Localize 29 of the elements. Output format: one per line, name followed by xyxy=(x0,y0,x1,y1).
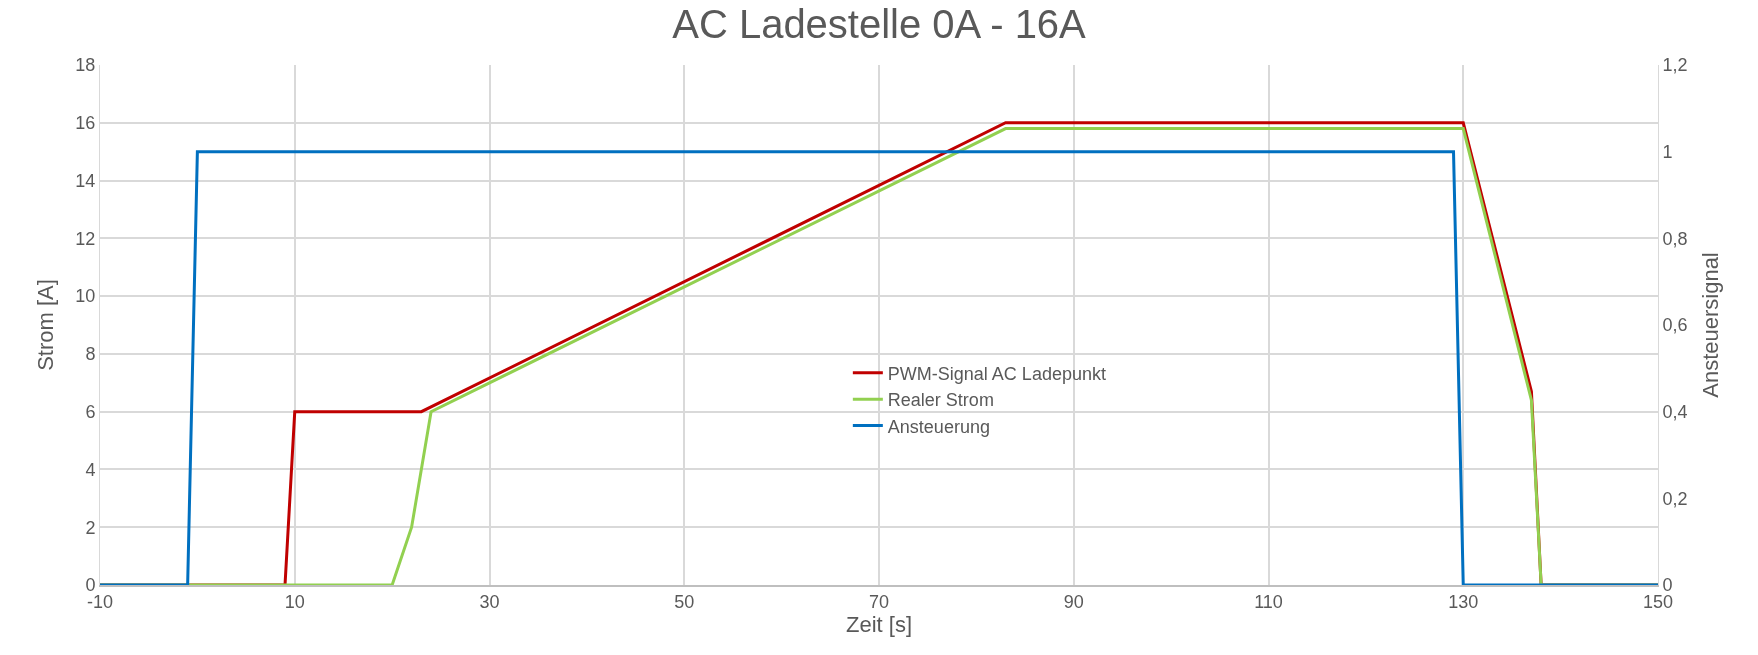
x-tick-label: 70 xyxy=(868,592,890,613)
y2-tick-label: 1 xyxy=(1662,141,1673,162)
y2-tick-label: 0,2 xyxy=(1662,488,1688,509)
chart-title: AC Ladestelle 0A - 16A xyxy=(672,1,1087,46)
y-tick-label: 2 xyxy=(85,517,96,538)
x-tick-label: 130 xyxy=(1448,592,1479,613)
x-axis-title: Zeit [s] xyxy=(845,612,913,638)
y-tick-label: 8 xyxy=(85,344,96,365)
y2-tick-label: 0,4 xyxy=(1662,401,1688,422)
legend-label: Ansteuerung xyxy=(887,416,990,437)
x-tick-label: 10 xyxy=(284,592,305,613)
y2-tick-label: 1,2 xyxy=(1662,55,1688,76)
y-tick-label: 12 xyxy=(75,228,96,249)
x-tick-label: 50 xyxy=(674,592,695,613)
y-tick-label: 4 xyxy=(85,459,96,480)
legend-label: PWM-Signal AC Ladepunkt xyxy=(887,363,1106,384)
x-tick-label: 110 xyxy=(1254,592,1283,613)
y-tick-label: 16 xyxy=(75,113,96,134)
y-tick-label: 14 xyxy=(75,170,96,191)
y2-axis-title: Ansteuersignal xyxy=(1697,252,1723,398)
x-tick-label: 90 xyxy=(1063,592,1084,613)
y-tick-label: 6 xyxy=(85,401,96,422)
y-tick-label: 18 xyxy=(75,55,96,76)
y2-tick-label: 0,8 xyxy=(1662,228,1688,249)
y2-tick-label: 0,6 xyxy=(1662,315,1688,336)
y-axis-title: Strom [A] xyxy=(33,279,59,371)
legend-label: Realer Strom xyxy=(887,390,994,411)
x-tick-label: 30 xyxy=(479,592,500,613)
y-tick-label: 10 xyxy=(75,286,96,307)
